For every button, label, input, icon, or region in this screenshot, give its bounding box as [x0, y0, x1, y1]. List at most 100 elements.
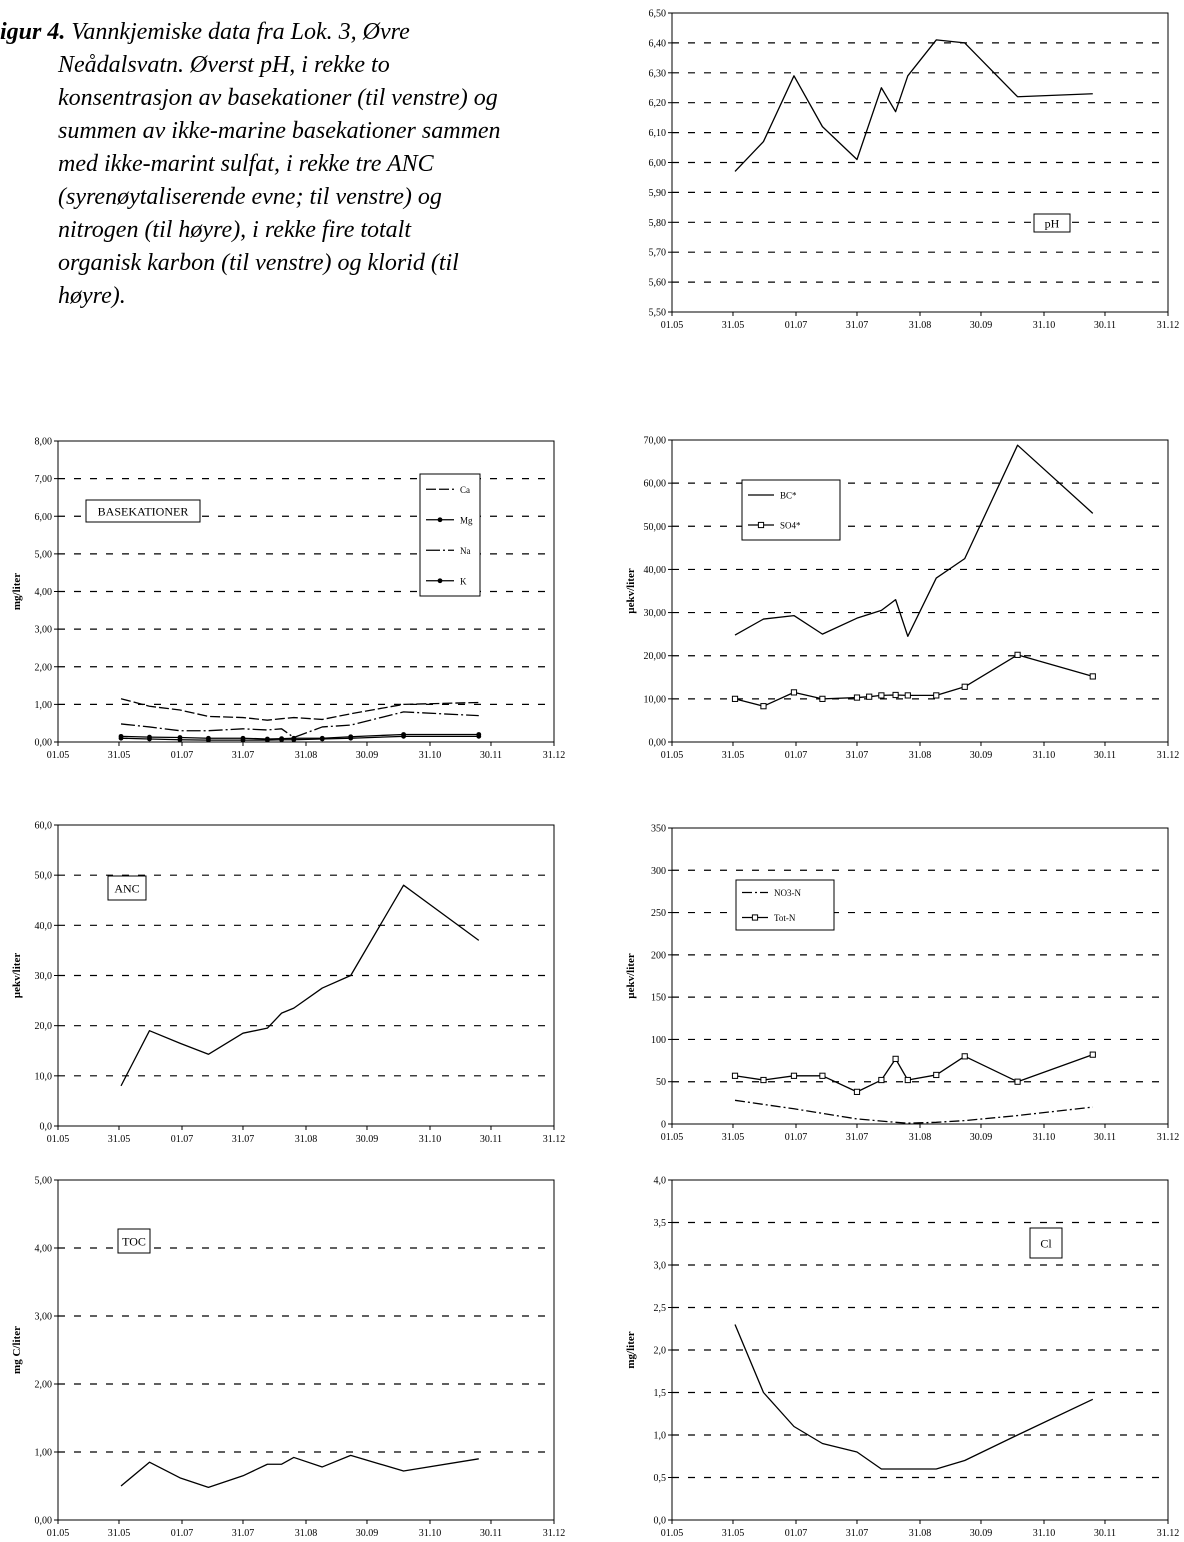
x-tick-label: 31.05	[722, 1528, 745, 1539]
y-tick-label: 1,5	[654, 1388, 667, 1399]
y-axis-label: mg C/liter	[11, 1326, 23, 1374]
y-tick-label: 0,00	[35, 738, 53, 749]
x-tick-label: 31.08	[909, 750, 932, 761]
x-tick-label: 31.10	[1033, 320, 1056, 331]
legend-marker	[751, 914, 759, 921]
y-tick-label: 30,00	[644, 608, 667, 619]
x-tick-label: 30.11	[480, 750, 502, 761]
data-point	[348, 735, 354, 741]
data-point	[892, 691, 899, 699]
legend-label: Na	[460, 546, 471, 556]
x-tick-label: 01.05	[47, 750, 70, 761]
x-tick-label: 01.05	[661, 1528, 684, 1539]
series-line-no3-n	[734, 1099, 1093, 1124]
x-tick-label: 01.07	[785, 320, 808, 331]
y-tick-label: 2,0	[654, 1346, 667, 1357]
x-tick-label: 01.07	[171, 1134, 194, 1145]
x-tick-label: 31.12	[543, 750, 566, 761]
y-axis-label: µekv/liter	[11, 953, 23, 999]
y-tick-label: 50	[656, 1077, 666, 1088]
y-tick-label: 3,5	[654, 1218, 667, 1229]
x-tick-label: 01.05	[661, 320, 684, 331]
legend-marker	[437, 517, 443, 523]
x-tick-label: 31.12	[543, 1134, 566, 1145]
x-tick-label: 01.07	[785, 1528, 808, 1539]
data-point	[1014, 651, 1021, 658]
x-tick-label: 01.07	[785, 1132, 808, 1143]
data-point	[904, 692, 911, 699]
x-tick-label: 31.07	[846, 1528, 869, 1539]
legend-box	[735, 879, 835, 931]
x-tick-label: 31.10	[419, 1528, 442, 1539]
plot-frame	[671, 827, 1169, 1125]
caption-label: igur 4.	[0, 19, 66, 45]
caption-line-2: Neådalsvatn. Øverst pH, i rekke to	[58, 52, 390, 78]
label-box-text: TOC	[122, 1235, 146, 1249]
y-tick-label: 350	[651, 824, 666, 835]
x-tick-label: 01.05	[47, 1134, 70, 1145]
y-tick-label: 50,00	[644, 522, 667, 533]
y-tick-label: 10,00	[644, 694, 667, 705]
x-tick-label: 31.08	[295, 1528, 318, 1539]
x-tick-label: 31.05	[722, 750, 745, 761]
y-tick-label: 3,00	[35, 1312, 53, 1323]
x-tick-label: 31.10	[1033, 1528, 1056, 1539]
x-tick-label: 31.08	[909, 1528, 932, 1539]
y-tick-label: 60,0	[35, 821, 53, 832]
data-point	[177, 737, 183, 743]
y-tick-label: 0,5	[654, 1473, 667, 1484]
x-tick-label: 30.09	[356, 1528, 379, 1539]
caption-line-7: nitrogen (til høyre), i rekke fire total…	[58, 217, 412, 243]
x-tick-label: 30.09	[970, 1528, 993, 1539]
label-box-text: Cl	[1040, 1237, 1052, 1251]
data-point	[790, 689, 798, 696]
x-tick-label: 31.07	[846, 320, 869, 331]
data-point	[206, 737, 211, 743]
data-point	[933, 1071, 940, 1079]
data-point	[731, 695, 739, 702]
y-tick-label: 6,00	[35, 512, 53, 523]
x-tick-label: 30.09	[356, 750, 379, 761]
x-tick-label: 30.11	[1094, 750, 1116, 761]
label-box	[107, 875, 147, 901]
y-tick-label: 6,20	[649, 98, 667, 109]
y-tick-label: 5,60	[649, 278, 667, 289]
y-tick-label: 2,5	[654, 1303, 667, 1314]
basekationer-chart: 0,00 1,00 2,00 3,00 4,00 5,00 6,00 7,00 8,00 01.0…	[11, 437, 566, 762]
legend-label: Tot-N	[774, 913, 796, 923]
x-tick-label: 01.07	[171, 750, 194, 761]
label-box	[85, 499, 201, 523]
anc-chart: 0,0 10,0 20,0 30,0 40,0 50,0 60,0 01.05 31.05 01.…	[11, 821, 566, 1146]
label-box	[117, 1228, 151, 1254]
bc-so4-chart: 0,00 10,00 20,00 30,00 40,00 50,00 60,00 70,00 0…	[625, 436, 1179, 762]
y-tick-label: 1,00	[35, 700, 53, 711]
label-box-text: BASEKATIONER	[98, 505, 189, 519]
caption-line-1: Vannkjemiske data fra Lok. 3, Øvre	[71, 19, 410, 45]
data-point	[866, 693, 873, 700]
y-tick-label: 5,80	[649, 218, 667, 229]
x-tick-label: 01.07	[171, 1528, 194, 1539]
x-tick-label: 30.11	[1094, 320, 1116, 331]
x-tick-label: 31.10	[1033, 1132, 1056, 1143]
legend-label: NO3-N	[774, 888, 801, 898]
x-tick-label: 31.12	[1157, 320, 1180, 331]
series-line-0	[734, 1324, 1094, 1470]
y-tick-label: 200	[651, 950, 666, 961]
x-tick-label: 30.11	[1094, 1528, 1116, 1539]
x-tick-label: 31.07	[232, 1528, 255, 1539]
x-tick-label: 31.05	[722, 320, 745, 331]
y-tick-label: 1,0	[654, 1431, 667, 1442]
legend-label: Ca	[460, 485, 470, 495]
y-tick-label: 5,00	[35, 1176, 53, 1187]
data-point	[1014, 1078, 1021, 1085]
label-box-text: pH	[1045, 217, 1060, 231]
data-point	[933, 692, 940, 699]
y-axis-label: µekv/liter	[625, 953, 637, 999]
x-tick-label: 01.07	[785, 750, 808, 761]
y-tick-label: 40,0	[35, 921, 53, 932]
nitrogen-chart: 0 50 100 150 200 250 300 350 01.05 31.05 01.07 31.0…	[625, 824, 1179, 1144]
data-point	[961, 1053, 968, 1060]
x-tick-label: 31.08	[295, 750, 318, 761]
series-line-0	[120, 884, 480, 1087]
x-tick-label: 31.08	[295, 1134, 318, 1145]
